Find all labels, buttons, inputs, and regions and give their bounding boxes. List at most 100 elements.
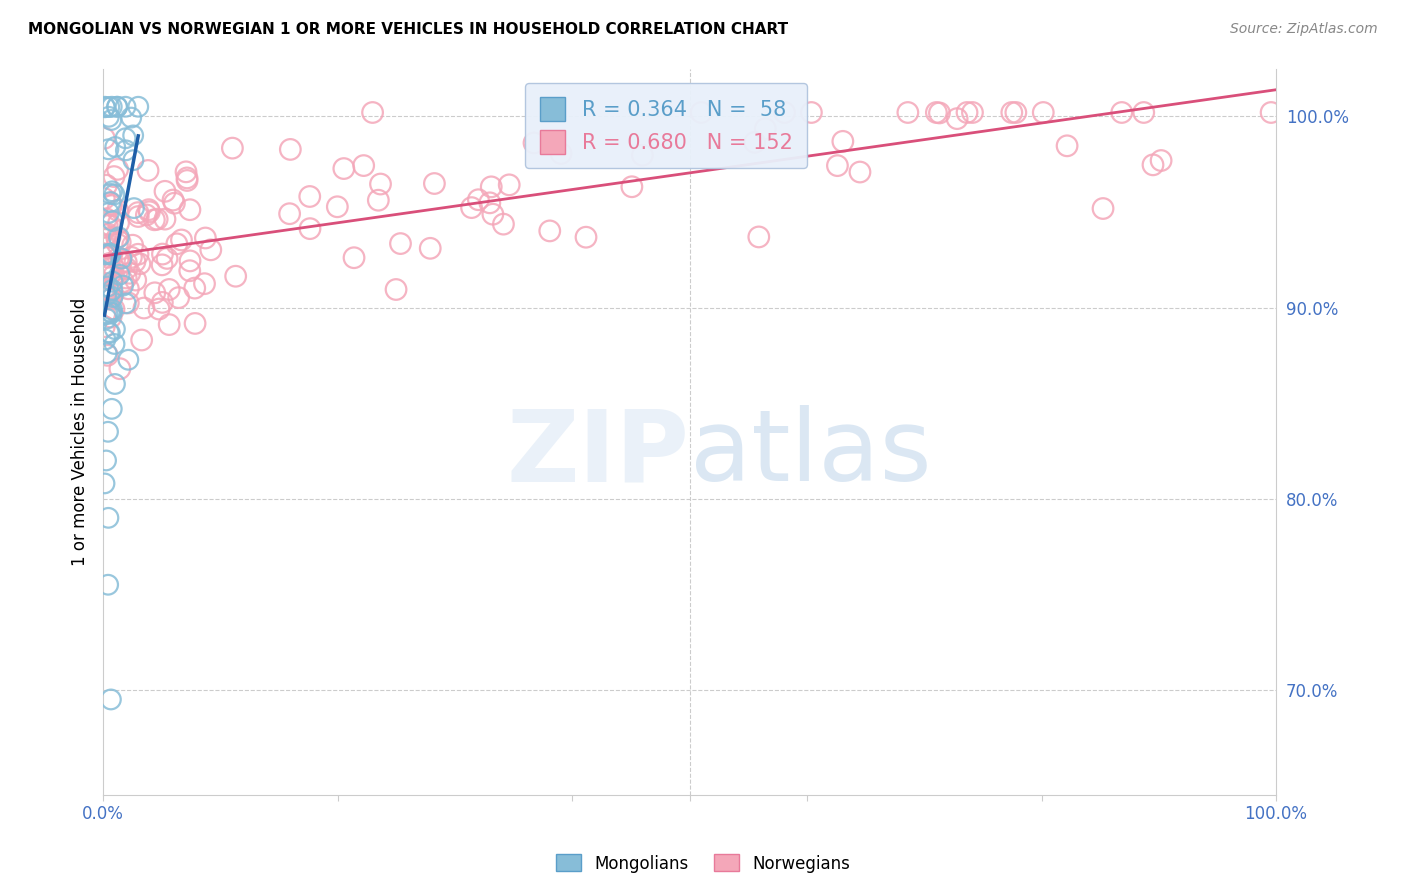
Point (101, 287, 124, 301)
Point (492, 217, 515, 231)
Point (849, 165, 872, 179)
Point (100, 692, 122, 706)
Point (100, 310, 122, 324)
Point (748, 230, 770, 244)
Point (93, 192, 115, 206)
Point (152, 247, 174, 261)
Point (125, 273, 148, 287)
Point (98, 100, 121, 114)
Point (157, 318, 180, 332)
Point (115, 144, 138, 158)
Point (103, 337, 125, 351)
Point (146, 212, 169, 227)
Point (94, 247, 117, 261)
Point (108, 230, 131, 244)
Point (176, 173, 198, 187)
Point (93, 267, 115, 281)
Point (114, 100, 136, 114)
Point (97, 578, 120, 592)
Point (107, 162, 129, 177)
Point (467, 193, 489, 207)
Point (138, 202, 160, 217)
Point (100, 100, 122, 114)
Point (1092, 202, 1115, 216)
Point (100, 198, 122, 212)
Point (111, 278, 134, 293)
Point (96, 211, 118, 226)
Text: Source: ZipAtlas.com: Source: ZipAtlas.com (1230, 22, 1378, 37)
Point (96, 178, 118, 193)
Point (101, 214, 124, 228)
Point (184, 281, 207, 295)
Point (1132, 105, 1154, 120)
Point (94, 453, 117, 467)
Point (104, 376, 127, 391)
Point (221, 141, 243, 155)
Point (105, 100, 128, 114)
Point (423, 177, 446, 191)
Point (1150, 153, 1173, 168)
Point (96, 311, 118, 326)
Point (98, 230, 121, 244)
Point (94, 100, 117, 114)
Point (946, 112, 969, 126)
Point (128, 257, 150, 271)
Point (107, 237, 129, 252)
Point (773, 105, 796, 120)
Point (100, 292, 122, 306)
Point (800, 105, 823, 120)
Point (94, 286, 117, 301)
Point (575, 230, 598, 244)
Point (136, 163, 159, 178)
Point (96, 218, 118, 232)
Point (100, 112, 122, 127)
Point (179, 253, 201, 268)
Point (928, 106, 950, 120)
Point (100, 194, 122, 209)
Point (112, 275, 135, 289)
Point (94, 333, 117, 347)
Point (121, 238, 143, 252)
Point (150, 295, 173, 310)
Legend: R = 0.364   N =  58, R = 0.680   N = 152: R = 0.364 N = 58, R = 0.680 N = 152 (526, 83, 807, 169)
Point (107, 203, 129, 218)
Point (118, 266, 141, 280)
Point (98, 247, 121, 261)
Point (132, 301, 155, 315)
Point (1056, 138, 1078, 153)
Point (114, 296, 136, 310)
Point (96, 348, 118, 362)
Point (115, 271, 138, 285)
Point (193, 277, 215, 291)
Point (326, 200, 349, 214)
Point (96, 307, 118, 321)
Point (460, 201, 482, 215)
Point (104, 322, 127, 336)
Point (103, 187, 125, 202)
Point (94, 227, 117, 242)
Point (176, 170, 198, 185)
Point (163, 196, 186, 211)
Point (101, 260, 124, 275)
Point (97, 142, 120, 156)
Point (482, 207, 505, 221)
Point (122, 201, 145, 215)
Point (754, 121, 776, 136)
Point (498, 178, 520, 192)
Point (97, 110, 120, 124)
Point (93, 247, 115, 261)
Point (103, 302, 125, 317)
Point (385, 283, 408, 297)
Point (479, 179, 502, 194)
Point (1001, 105, 1024, 120)
Point (97, 511, 120, 525)
Point (148, 301, 170, 316)
Point (200, 243, 222, 257)
Point (101, 306, 124, 320)
Point (156, 252, 179, 266)
Point (225, 269, 247, 284)
Point (962, 105, 984, 120)
Point (162, 193, 184, 207)
Point (131, 333, 153, 347)
Point (96, 288, 118, 302)
